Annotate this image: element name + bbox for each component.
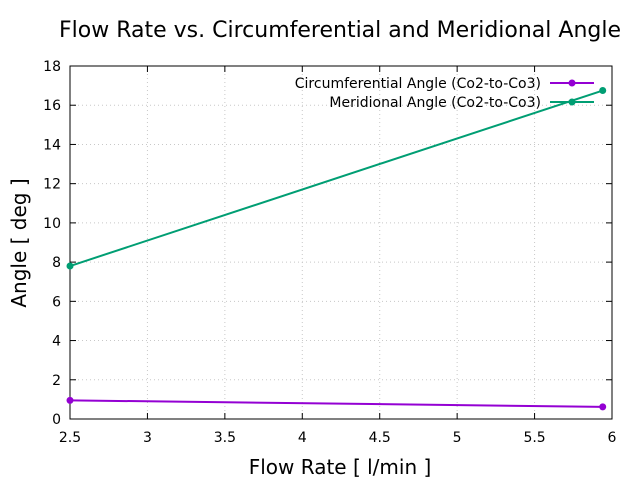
chart-title: Flow Rate vs. Circumferential and Meridi… (59, 18, 621, 43)
x-tick-label: 3.5 (214, 430, 236, 446)
legend-label-1: Circumferential Angle (Co2-to-Co3) (295, 76, 541, 92)
x-tick-label: 6 (608, 430, 617, 446)
grid (70, 66, 612, 419)
legend-marker-1 (568, 79, 576, 87)
x-tick-label: 3 (143, 430, 152, 446)
x-tick-label: 4 (298, 430, 307, 446)
legend-label-2: Meridional Angle (Co2-to-Co3) (329, 95, 541, 111)
plot-frame (69, 65, 613, 420)
x-tick-label: 2.5 (59, 430, 81, 446)
x-tick-label: 5 (453, 430, 462, 446)
y-tick-label: 6 (52, 294, 61, 310)
y-tick-label: 10 (43, 216, 61, 232)
y-axis-label: Angle [ deg ] (7, 178, 31, 307)
y-tick-label: 8 (52, 255, 61, 271)
y-tick-label: 0 (52, 412, 61, 428)
y-tick-label: 2 (52, 373, 61, 389)
series-line-1 (69, 399, 603, 408)
axis-ticks: 2.5 3 3.5 4 4.5 5 5.5 6 0 2 4 6 8 10 12 14 16 18 (43, 59, 616, 446)
y-tick-label: 4 (52, 334, 61, 350)
legend: Circumferential Angle (Co2-to-Co3) Meridi… (295, 76, 594, 111)
data-point (599, 87, 607, 95)
data-point (66, 396, 74, 404)
y-tick-label: 16 (43, 98, 61, 114)
series-layer (66, 87, 607, 411)
x-axis-label: Flow Rate [ l/min ] (249, 455, 432, 479)
x-tick-label: 4.5 (369, 430, 391, 446)
y-tick-label: 18 (43, 59, 61, 75)
data-point (599, 403, 607, 411)
series-line-2 (69, 89, 604, 267)
y-tick-label: 12 (43, 177, 61, 193)
legend-marker-2 (568, 98, 576, 106)
data-point (66, 262, 74, 270)
x-tick-label: 5.5 (523, 430, 545, 446)
y-tick-label: 14 (43, 137, 61, 153)
